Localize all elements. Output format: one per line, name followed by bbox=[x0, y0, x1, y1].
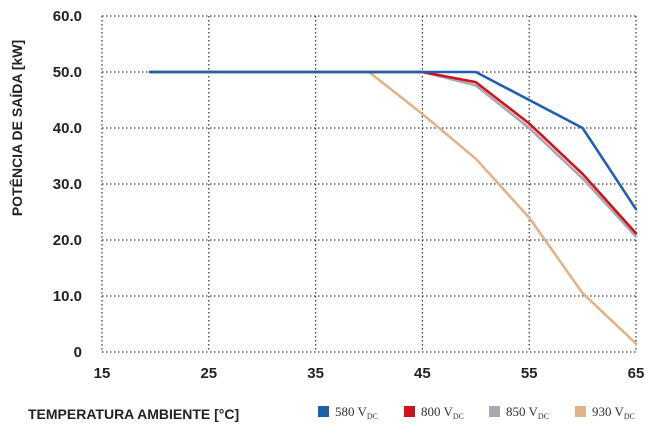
legend-label: 850 VDC bbox=[506, 404, 549, 421]
y-tick-label: 50.0 bbox=[53, 64, 82, 81]
x-tick-label: 15 bbox=[94, 365, 111, 382]
x-tick-label: 45 bbox=[414, 365, 431, 382]
series-line-580v bbox=[148, 70, 638, 211]
x-tick-label: 55 bbox=[521, 365, 538, 382]
legend-swatch bbox=[404, 406, 415, 417]
y-tick-label: 0 bbox=[74, 344, 82, 361]
x-tick-label: 65 bbox=[628, 365, 645, 382]
y-tick-label: 30.0 bbox=[53, 176, 82, 193]
x-axis-label: TEMPERATURA AMBIENTE [°C] bbox=[28, 406, 239, 422]
legend-swatch bbox=[489, 406, 500, 417]
y-tick-label: 10.0 bbox=[53, 288, 82, 305]
legend-label: 930 VDC bbox=[592, 404, 635, 421]
legend-swatch bbox=[318, 406, 329, 417]
y-tick-labels: 0 10.0 20.0 30.0 40.0 50.0 60.0 bbox=[53, 8, 82, 361]
y-tick-label: 20.0 bbox=[53, 232, 82, 249]
x-tick-label: 25 bbox=[200, 365, 217, 382]
y-tick-label: 40.0 bbox=[53, 120, 82, 137]
y-axis-label: POTÊNCIA DE SAÍDA [kW] bbox=[8, 40, 25, 216]
legend-label: 580 VDC bbox=[335, 404, 378, 421]
y-tick-label: 60.0 bbox=[53, 8, 82, 25]
series-lines bbox=[148, 70, 638, 345]
legend: 580 VDC 800 VDC 850 VDC 930 VDC bbox=[318, 404, 635, 421]
x-tick-labels: 15 25 35 45 55 65 bbox=[94, 365, 645, 382]
x-tick-label: 35 bbox=[307, 365, 324, 382]
series-line-800v bbox=[148, 70, 638, 235]
legend-label: 800 VDC bbox=[421, 404, 464, 421]
grid bbox=[101, 15, 637, 353]
series-line-930v bbox=[367, 70, 638, 345]
legend-swatch bbox=[575, 406, 586, 417]
